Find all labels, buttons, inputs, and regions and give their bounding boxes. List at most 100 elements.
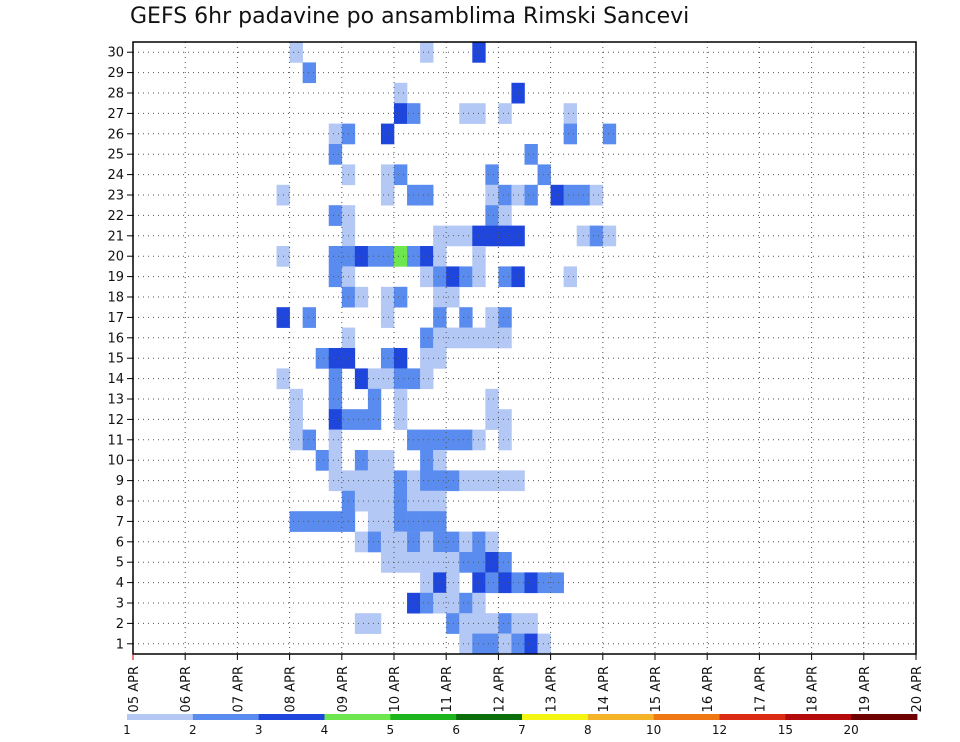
x-tick-label: 15 APR <box>649 666 664 712</box>
heatmap-cell <box>289 511 303 532</box>
heatmap-cell <box>485 184 499 206</box>
x-tick-label: 10 APR <box>388 666 403 712</box>
heatmap-cell <box>446 225 460 247</box>
heatmap-cell <box>420 450 434 471</box>
heatmap-cell <box>354 409 369 430</box>
heatmap-cell <box>498 225 512 247</box>
heatmap-cell <box>289 429 303 451</box>
colorbar-swatch <box>192 714 260 720</box>
heatmap-cell <box>380 531 395 553</box>
heatmap-cell <box>433 511 447 532</box>
heatmap-cell <box>380 552 395 573</box>
heatmap-cell <box>524 184 538 206</box>
heatmap-cell <box>380 470 395 492</box>
heatmap-cell <box>394 368 408 390</box>
heatmap-cell <box>328 266 343 288</box>
heatmap-cell <box>420 470 434 492</box>
heatmap-cell <box>420 490 434 512</box>
heatmap-cell <box>420 592 434 614</box>
heatmap-cell <box>328 388 343 410</box>
colorbar-swatch <box>390 714 457 720</box>
heatmap-cell <box>328 511 343 532</box>
heatmap-cell <box>498 327 512 349</box>
heatmap-cell <box>420 184 434 206</box>
heatmap-cell <box>394 490 408 512</box>
heatmap-cell <box>302 307 316 328</box>
heatmap-cell <box>367 409 382 430</box>
heatmap-cell <box>354 450 369 471</box>
y-tick-label: 2 <box>116 617 124 632</box>
heatmap-cell <box>380 368 395 390</box>
colorbar-label: 6 <box>452 723 460 737</box>
heatmap-cell <box>459 429 473 451</box>
heatmap-cell <box>328 409 343 430</box>
heatmap-cell <box>433 348 447 369</box>
heatmap-cell <box>328 348 343 369</box>
heatmap-cell <box>446 429 460 451</box>
heatmap-cell <box>446 286 460 308</box>
y-tick-label: 27 <box>107 107 124 122</box>
heatmap-cell <box>328 144 343 165</box>
x-tick-label: 05 APR <box>127 666 142 712</box>
y-tick-label: 6 <box>116 535 124 550</box>
heatmap-cell <box>367 613 382 634</box>
grid-layer <box>133 42 916 654</box>
heatmap-cell <box>367 490 382 512</box>
heatmap-cell <box>367 511 382 532</box>
heatmap-cell <box>354 246 369 267</box>
heatmap-cell <box>498 103 512 124</box>
heatmap-cell <box>380 511 395 532</box>
y-tick-label: 24 <box>107 168 124 183</box>
x-tick-label: 06 APR <box>179 666 194 712</box>
colorbar-label: 10 <box>646 723 661 737</box>
heatmap-cell <box>563 123 577 145</box>
y-tick-label: 17 <box>107 311 124 326</box>
heatmap-cell <box>354 368 369 390</box>
heatmap-cell <box>602 123 617 145</box>
heatmap-cell <box>485 327 499 349</box>
x-tick-label: 11 APR <box>440 666 455 712</box>
heatmap-cell <box>394 409 408 430</box>
heatmap-cell <box>485 388 499 410</box>
heatmap-cell <box>524 144 538 165</box>
heatmap-cell <box>367 450 382 471</box>
heatmap-cell <box>589 184 604 206</box>
x-tick-label: 17 APR <box>753 666 768 712</box>
plot-frame <box>132 41 917 655</box>
heatmap-cell <box>380 490 395 512</box>
colorbar-label: 4 <box>321 723 329 737</box>
x-tick-label: 09 APR <box>336 666 351 712</box>
x-axis: 05 APR 06 APR 07 APR 08 APR 09 APR 10 APR 11 A… <box>127 654 925 712</box>
heatmap-cell <box>420 266 434 288</box>
colorbar-swatch <box>851 714 918 720</box>
heatmap-cell <box>354 490 369 512</box>
y-tick-label: 8 <box>116 495 124 510</box>
heatmap-cell <box>498 633 512 655</box>
heatmap-cell <box>289 409 303 430</box>
heatmap-cell <box>498 409 512 430</box>
y-tick-label: 4 <box>116 576 124 591</box>
heatmap-cell <box>433 470 447 492</box>
heatmap-cell <box>498 429 512 451</box>
heatmap-cell <box>498 613 512 634</box>
heatmap-cell <box>485 205 499 226</box>
y-tick-label: 11 <box>107 433 124 448</box>
heatmap-cell <box>433 246 447 267</box>
heatmap-cell <box>433 592 447 614</box>
y-tick-label: 25 <box>107 148 124 163</box>
y-tick-label: 12 <box>107 413 124 428</box>
heatmap-cell <box>367 531 382 553</box>
y-tick-label: 29 <box>107 66 124 81</box>
heatmap-cell <box>394 531 408 553</box>
colorbar-swatch <box>653 714 720 720</box>
x-tick-label: 20 APR <box>910 666 925 712</box>
heatmap-cell <box>485 613 499 634</box>
heatmap-cell <box>328 429 343 451</box>
y-tick-label: 30 <box>107 46 124 61</box>
y-tick-label: 14 <box>107 372 124 387</box>
heatmap-cell <box>302 62 316 84</box>
heatmap-cell <box>302 429 316 451</box>
heatmap-cell <box>459 103 473 124</box>
y-tick-label: 21 <box>107 229 124 244</box>
